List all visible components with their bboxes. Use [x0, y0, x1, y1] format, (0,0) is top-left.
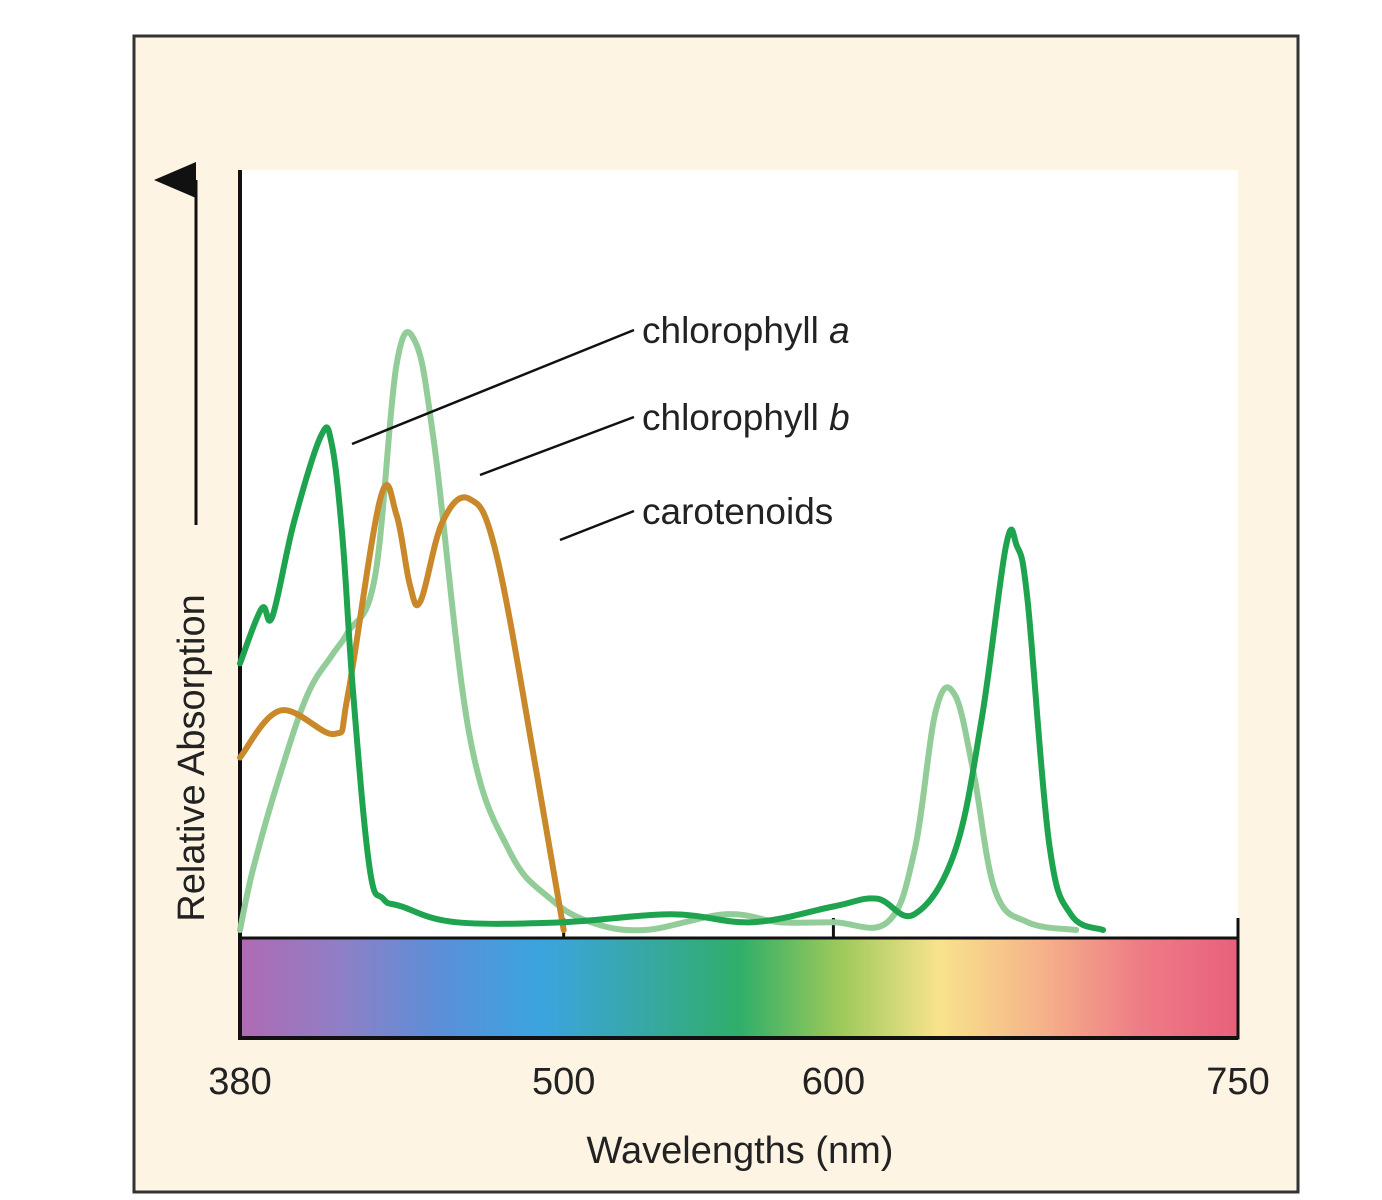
- visible-spectrum-bar: [238, 936, 1240, 1040]
- x-tick-label: 380: [208, 1061, 271, 1103]
- curve-carotenoids: [237, 481, 567, 933]
- legend-leader-lines: [351, 328, 635, 542]
- curve-chlorophyll-b: [237, 329, 1080, 934]
- leader-line: [479, 415, 635, 477]
- leader-line: [559, 509, 635, 542]
- x-tick-label: 500: [532, 1061, 595, 1103]
- y-axis-title: Relative Absorption: [171, 594, 213, 921]
- x-axis-title: Wavelengths (nm): [587, 1130, 894, 1172]
- x-tick-label: 600: [802, 1061, 865, 1103]
- curves-group: [237, 329, 1107, 934]
- curve-chlorophyll-a: [237, 424, 1107, 933]
- legend-label-carotenoids: carotenoids: [642, 491, 833, 532]
- legend-label-chlorophyll-b: chlorophyll b: [642, 397, 850, 438]
- x-tick-labels: 380 500 600 750: [208, 1061, 1269, 1103]
- leader-line: [351, 328, 635, 446]
- legend-labels: chlorophyll a chlorophyll b carotenoids: [642, 310, 850, 532]
- plot-area: [240, 170, 1238, 940]
- x-tick-label: 750: [1206, 1061, 1269, 1103]
- legend-label-chlorophyll-a: chlorophyll a: [642, 310, 850, 351]
